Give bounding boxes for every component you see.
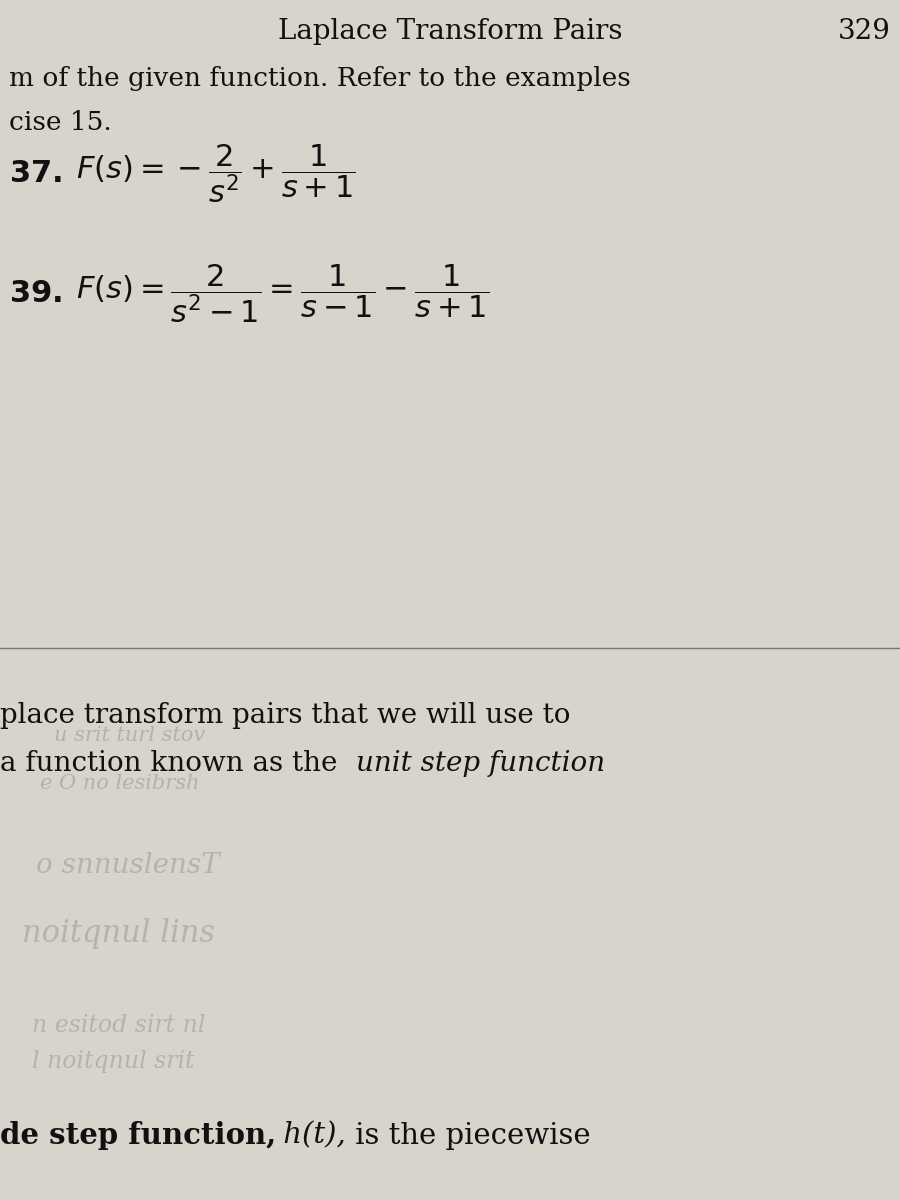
Text: de step function,: de step function,: [0, 1121, 276, 1150]
Text: l noitqnul srit: l noitqnul srit: [32, 1050, 194, 1073]
Text: is the piecewise: is the piecewise: [346, 1122, 591, 1150]
Text: o snnuslensT: o snnuslensT: [36, 852, 220, 878]
Text: unit step function: unit step function: [356, 750, 605, 778]
Text: Laplace Transform Pairs: Laplace Transform Pairs: [278, 18, 622, 44]
Text: $F(s) = \dfrac{2}{s^2-1} = \dfrac{1}{s-1} - \dfrac{1}{s+1}$: $F(s) = \dfrac{2}{s^2-1} = \dfrac{1}{s-1…: [76, 263, 490, 325]
Text: $\mathbf{37.}$: $\mathbf{37.}$: [9, 158, 62, 190]
Text: u srit turl stov: u srit turl stov: [54, 726, 205, 745]
Text: m of the given function. Refer to the examples: m of the given function. Refer to the ex…: [9, 66, 631, 91]
Text: 329: 329: [838, 18, 891, 44]
Text: h(t),: h(t),: [274, 1122, 346, 1150]
Text: $F(s) = -\dfrac{2}{s^2} + \dfrac{1}{s+1}$: $F(s) = -\dfrac{2}{s^2} + \dfrac{1}{s+1}…: [76, 143, 356, 205]
Text: place transform pairs that we will use to: place transform pairs that we will use t…: [0, 702, 571, 728]
Text: $\mathbf{39.}$: $\mathbf{39.}$: [9, 278, 62, 310]
Text: a function known as the: a function known as the: [0, 750, 346, 778]
Text: cise 15.: cise 15.: [9, 110, 112, 136]
Text: n esitod sirt nl: n esitod sirt nl: [32, 1014, 205, 1037]
Text: noitqnul lins: noitqnul lins: [22, 918, 215, 949]
Text: e O no lesibrsh: e O no lesibrsh: [40, 774, 200, 793]
